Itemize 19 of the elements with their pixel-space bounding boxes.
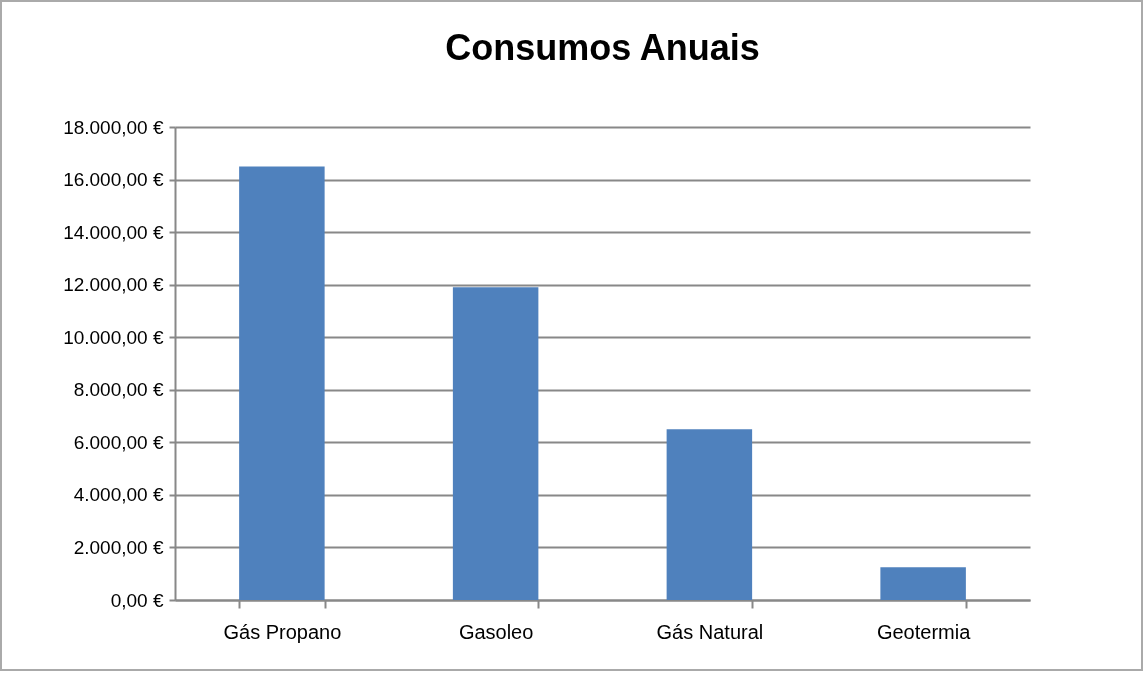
bar (239, 166, 325, 600)
bar (880, 567, 966, 600)
y-tick-label: 8.000,00 € (73, 379, 164, 401)
y-tick-label: 4.000,00 € (73, 484, 164, 506)
y-tick-label: 2.000,00 € (73, 536, 164, 558)
bar (666, 429, 753, 600)
x-tick-label: Geotermia (876, 620, 972, 643)
y-tick-label: 0,00 € (110, 589, 164, 611)
bar (452, 287, 539, 600)
x-tick-label: Gás Natural (656, 620, 764, 643)
y-tick-label: 10.000,00 € (63, 326, 164, 348)
y-tick-label: 6.000,00 € (73, 431, 164, 453)
x-tick-label: Gasoleo (458, 620, 534, 643)
y-tick-label: 16.000,00 € (63, 169, 164, 191)
x-tick-label: Gás Propano (223, 620, 342, 643)
y-tick-label: 18.000,00 € (63, 116, 164, 138)
y-tick-label: 12.000,00 € (63, 274, 164, 296)
chart-title: Consumos Anuais (445, 27, 760, 68)
y-tick-label: 14.000,00 € (63, 221, 164, 243)
